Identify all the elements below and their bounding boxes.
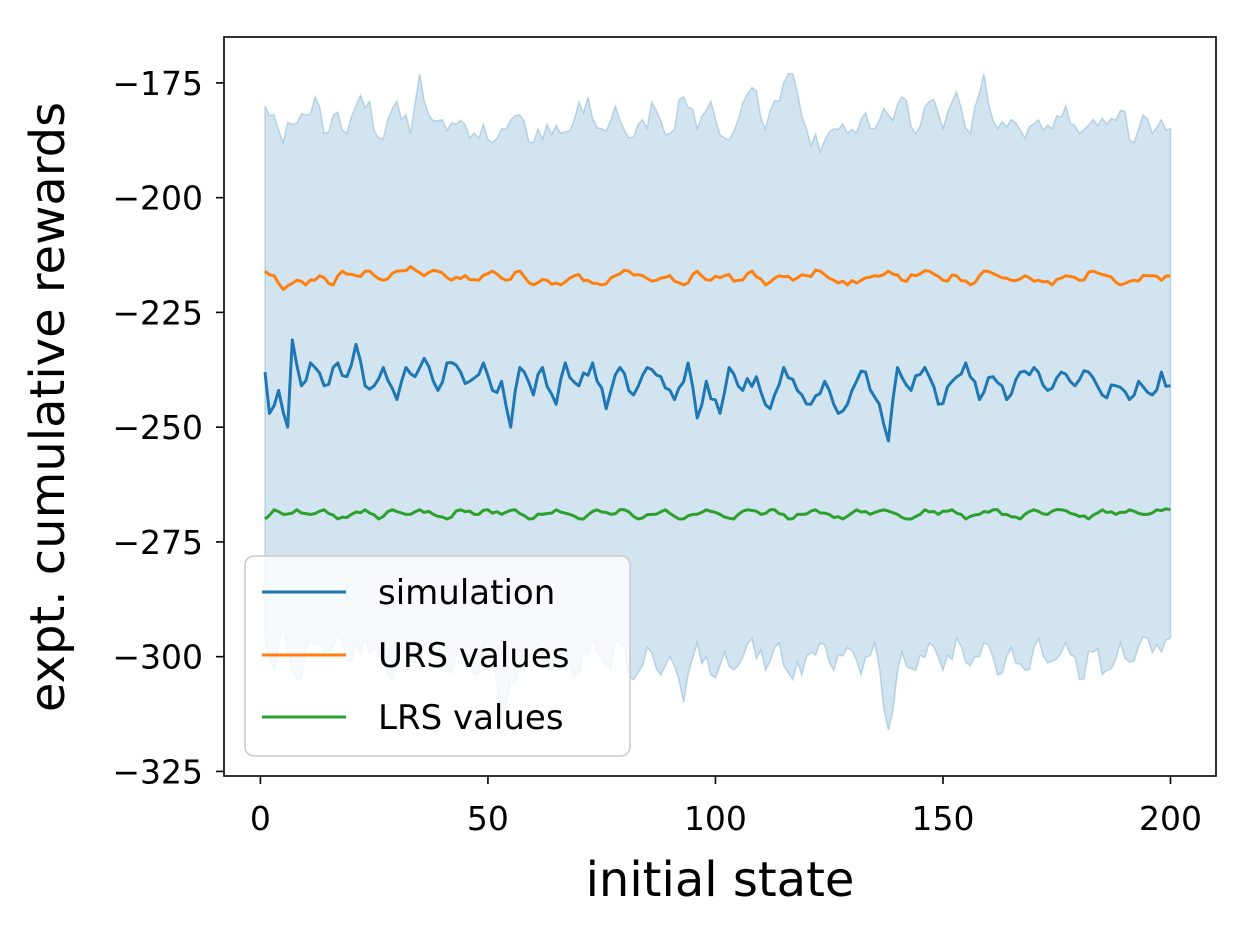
x-tick-label: 50 (467, 799, 509, 838)
legend-box (244, 555, 631, 757)
y-tick-label: −275 (112, 523, 203, 562)
y-axis-title: expt. cumulative rewards (20, 102, 76, 712)
series-line-simulation (263, 338, 1171, 443)
legend-label-simulation: simulation (378, 573, 555, 613)
axes-frame (223, 36, 1217, 777)
y-tick-label: −300 (112, 638, 203, 677)
y-tick-label: −225 (112, 293, 203, 332)
x-tick-label: 200 (1139, 799, 1202, 838)
y-tick-label: −175 (112, 64, 203, 103)
series-line-urs-values (264, 265, 1171, 291)
x-axis-title: initial state (586, 852, 855, 908)
axis-ticks: 0 50 100 150 200 −175 −200 −225 −250 −275 −300 −325 (112, 64, 1202, 838)
legend-label-lrs-values: LRS values (378, 698, 564, 738)
y-tick-label: −200 (112, 179, 203, 218)
y-tick-label: −250 (112, 408, 203, 447)
series-line-lrs-values (264, 507, 1171, 521)
x-tick-label: 100 (684, 799, 747, 838)
legend: simulation URS values LRS values (244, 555, 631, 757)
y-tick-label: −325 (112, 752, 203, 791)
legend-label-urs-values: URS values (378, 636, 569, 676)
x-tick-label: 150 (911, 799, 974, 838)
x-tick-label: 0 (250, 799, 271, 838)
